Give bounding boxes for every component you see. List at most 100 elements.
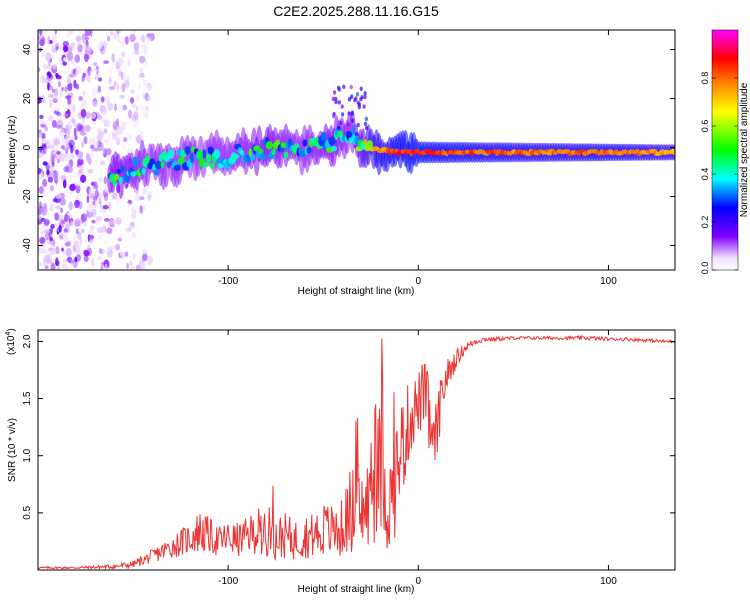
- noise-blob: [124, 79, 130, 88]
- noise-blob: [103, 60, 109, 64]
- noise-blob: [87, 157, 92, 166]
- noise-blob: [131, 206, 135, 215]
- noise-blob: [43, 188, 47, 198]
- noise-blob: [43, 147, 48, 152]
- noise-blob: [121, 144, 126, 150]
- noise-blob: [129, 33, 136, 43]
- noise-blob: [82, 37, 86, 43]
- noise-blob: [73, 118, 77, 128]
- noise-blob: [116, 125, 123, 136]
- noise-blob: [132, 252, 136, 260]
- noise-blob: [75, 35, 82, 42]
- ridge-spike: [332, 113, 336, 119]
- noise-blob: [50, 226, 54, 234]
- noise-blob: [66, 109, 71, 118]
- noise-blob: [80, 228, 86, 234]
- noise-blob: [75, 65, 82, 74]
- ridge-cell: [213, 149, 221, 159]
- noise-blob: [49, 236, 53, 242]
- noise-blob: [112, 61, 115, 70]
- ridge-spike: [347, 111, 351, 116]
- noise-blob: [97, 85, 102, 93]
- noise-blob: [139, 55, 146, 64]
- noise-blob: [76, 241, 82, 250]
- ridge-spike: [341, 112, 345, 117]
- y-tick-label: 40: [22, 44, 33, 56]
- noise-blob: [38, 154, 41, 159]
- noise-blob: [65, 241, 70, 247]
- ridge-cell: [113, 173, 120, 181]
- ridge-spike: [354, 132, 358, 137]
- noise-blob: [55, 124, 63, 129]
- snr-xlabel: Height of straight line (km): [298, 584, 415, 595]
- colorbar-ticks: 0.0 0.2 0.4 0.6 0.8: [700, 72, 738, 274]
- noise-blob: [100, 161, 106, 166]
- noise-blob: [45, 126, 48, 132]
- noise-blob: [62, 235, 69, 242]
- ridge-spike: [331, 96, 335, 102]
- noise-blob: [62, 40, 69, 47]
- noise-blob: [76, 254, 82, 262]
- noise-blob: [74, 220, 81, 227]
- noise-blob: [51, 263, 56, 270]
- noise-blob: [106, 246, 111, 253]
- noise-blob: [57, 177, 62, 182]
- noise-blob: [89, 234, 94, 244]
- noise-blob: [113, 86, 118, 90]
- noise-blob: [134, 48, 140, 56]
- noise-blob: [85, 111, 91, 120]
- ridge-cell: [163, 155, 170, 162]
- ridge-cell: [154, 160, 162, 170]
- noise-blob: [49, 164, 54, 173]
- noise-blob: [75, 180, 82, 187]
- noise-blob: [108, 132, 112, 142]
- noise-blob: [133, 111, 139, 120]
- noise-blob: [38, 92, 41, 100]
- ridge-spike: [337, 85, 341, 91]
- noise-blob: [63, 166, 69, 173]
- noise-blob: [127, 58, 132, 67]
- noise-blob: [146, 256, 153, 266]
- noise-blob: [71, 104, 76, 113]
- ridge-spike: [354, 96, 358, 101]
- noise-blob: [54, 236, 61, 242]
- noise-blob: [115, 137, 121, 146]
- noise-blob: [46, 75, 49, 82]
- noise-blob: [42, 161, 48, 166]
- noise-blob: [85, 36, 90, 41]
- noise-blob: [129, 260, 133, 266]
- noise-blob: [75, 149, 79, 156]
- noise-blob: [104, 139, 109, 144]
- colorbar-frame: [711, 29, 739, 271]
- noise-blob: [69, 45, 73, 49]
- y-tick-label: 20: [22, 93, 33, 105]
- noise-blob: [113, 30, 119, 37]
- noise-blob: [61, 135, 67, 145]
- noise-blob: [126, 75, 130, 80]
- x-tick-label: -100: [218, 576, 238, 587]
- noise-blob: [110, 219, 115, 226]
- noise-blob: [77, 231, 82, 240]
- noise-blob: [59, 152, 65, 162]
- ridge-spike: [337, 100, 341, 105]
- ridge-cell: [331, 145, 338, 152]
- noise-blob: [49, 227, 54, 236]
- noise-blob: [76, 123, 83, 132]
- noise-blob: [103, 239, 109, 245]
- ridge-cell: [153, 169, 160, 175]
- noise-blob: [128, 134, 132, 141]
- spectrogram-frame: [37, 29, 676, 271]
- noise-blob: [57, 57, 63, 64]
- ridge-spike: [349, 84, 353, 90]
- noise-blob: [41, 76, 44, 84]
- noise-blob: [64, 70, 69, 75]
- noise-blob: [44, 265, 49, 270]
- noise-blob: [115, 217, 122, 225]
- noise-blob: [142, 79, 147, 86]
- ridge-cell: [118, 176, 123, 184]
- noise-blob: [117, 106, 124, 113]
- ridge-cell: [239, 149, 245, 156]
- noise-blob: [98, 235, 103, 240]
- noise-blob: [75, 228, 79, 235]
- noise-blob: [99, 193, 104, 199]
